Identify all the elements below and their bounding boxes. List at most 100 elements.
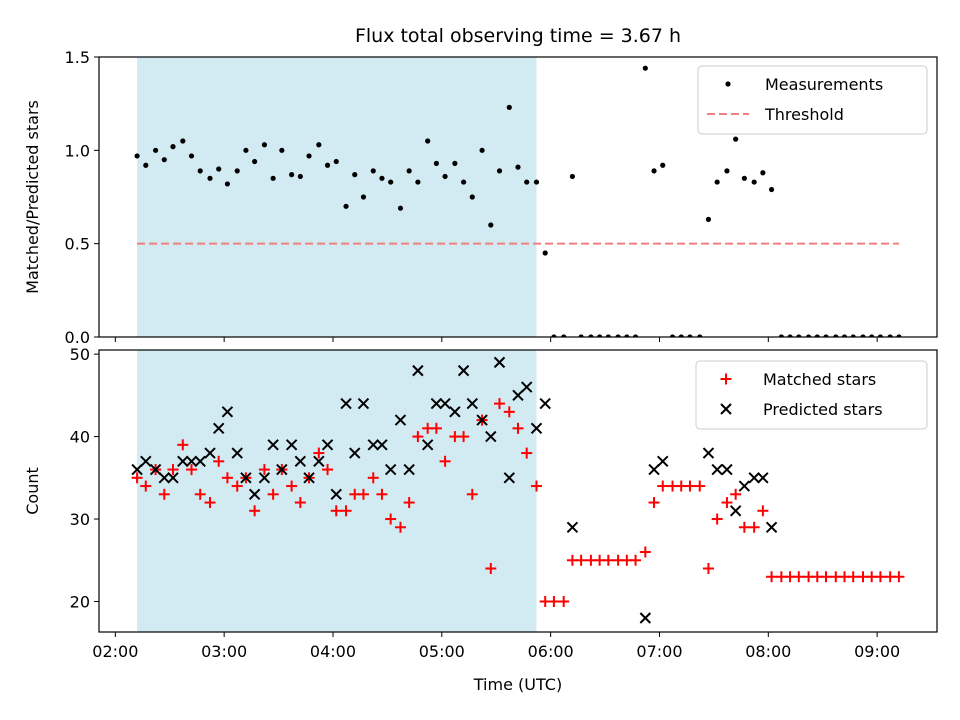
matched-stars-point bbox=[748, 521, 760, 533]
matched-stars-point bbox=[204, 497, 216, 509]
measurements-point bbox=[243, 147, 249, 153]
predicted-stars-point bbox=[313, 455, 325, 468]
predicted-stars-point bbox=[384, 463, 397, 476]
measurements-point bbox=[261, 142, 268, 148]
matched-stars-point bbox=[186, 464, 198, 476]
predicted-stars-point bbox=[221, 406, 234, 418]
matched-stars-point bbox=[177, 439, 189, 451]
matched-stars-point bbox=[702, 563, 714, 575]
measurements-point bbox=[833, 334, 839, 337]
measurements-point bbox=[642, 65, 648, 71]
predicted-stars-point bbox=[566, 521, 579, 533]
matched-stars-point bbox=[874, 571, 886, 583]
matched-stars-point bbox=[639, 546, 651, 558]
panel-1: 0.0 0.5 1.0 1.5 Matched/Predicted stars Measu… bbox=[23, 48, 938, 347]
matched-stars-point bbox=[757, 505, 769, 517]
matched-stars-point bbox=[330, 505, 342, 517]
predicted-stars-point bbox=[412, 364, 424, 377]
measurements-point bbox=[524, 179, 530, 185]
predicted-stars-point bbox=[457, 364, 470, 377]
matched-stars-point bbox=[694, 480, 706, 492]
matched-stars-point bbox=[376, 488, 388, 500]
matched-stars-point bbox=[531, 480, 543, 492]
measurements-point bbox=[561, 334, 567, 337]
predicted-stars-point bbox=[503, 472, 516, 484]
measurements-point bbox=[551, 334, 557, 337]
measurements-point bbox=[850, 334, 856, 337]
predicted-stars-point bbox=[439, 397, 451, 410]
observing-span-1 bbox=[137, 57, 537, 337]
matched-stars-point bbox=[820, 571, 832, 583]
matched-stars-point bbox=[294, 497, 306, 509]
matched-stars-point bbox=[249, 505, 261, 517]
predicted-stars-point bbox=[185, 455, 198, 468]
measurements-point bbox=[787, 334, 793, 337]
matched-stars-point bbox=[221, 472, 233, 484]
matched-stars-point bbox=[412, 431, 424, 443]
y-tick-label: 30 bbox=[70, 510, 90, 529]
measurements-point bbox=[425, 138, 431, 144]
matched-stars-point bbox=[512, 422, 524, 434]
x-tick-label: 07:00 bbox=[636, 642, 682, 661]
measurements-point bbox=[887, 334, 893, 337]
predicted-stars-point bbox=[349, 447, 361, 459]
predicted-stars-point bbox=[140, 455, 152, 468]
measurements-point bbox=[207, 175, 213, 181]
measurements-point bbox=[143, 162, 149, 168]
measurements-point bbox=[433, 160, 439, 166]
legend-label-threshold: Threshold bbox=[764, 105, 844, 124]
measurements-point bbox=[479, 147, 485, 153]
matched-stars-point bbox=[322, 464, 334, 476]
x-tick-label: 09:00 bbox=[854, 642, 900, 661]
predicted-stars-point bbox=[748, 472, 760, 484]
measurements-point bbox=[669, 334, 676, 337]
legend-swatch-predicted-stars bbox=[720, 403, 732, 415]
predicted-stars-point bbox=[303, 472, 315, 484]
measurements-point bbox=[279, 147, 285, 153]
matched-stars-point bbox=[385, 513, 397, 525]
panel-2: 20 30 40 50 02:00 03:00 04:00 05:00 06:00 07:00 08… bbox=[23, 345, 938, 661]
observing-span-2 bbox=[137, 350, 537, 632]
measurements-point bbox=[134, 153, 140, 159]
matched-stars-point bbox=[194, 488, 206, 500]
legend-label-predicted-stars: Predicted stars bbox=[763, 400, 883, 419]
matched-stars-point bbox=[466, 488, 478, 500]
matched-stars-point bbox=[738, 521, 750, 533]
x-tick-label: 05:00 bbox=[419, 642, 465, 661]
panel-2-data bbox=[131, 356, 905, 624]
measurements-point bbox=[760, 170, 766, 176]
predicted-stars-point bbox=[430, 397, 443, 410]
predicted-stars-point bbox=[240, 472, 252, 484]
measurements-point bbox=[741, 175, 747, 181]
measurements-point bbox=[379, 175, 385, 181]
measurements-point bbox=[869, 334, 875, 337]
legend-swatch-measurements bbox=[725, 81, 731, 87]
matched-stars-point bbox=[630, 554, 642, 566]
measurements-point bbox=[388, 179, 394, 185]
matched-stars-point bbox=[521, 447, 533, 459]
measurements-point bbox=[778, 334, 784, 337]
predicted-stars-point bbox=[376, 439, 388, 451]
panel-1-frame bbox=[98, 56, 938, 338]
matched-stars-point bbox=[766, 571, 778, 583]
y-axis-title-2: Count bbox=[23, 467, 42, 515]
measurements-point bbox=[270, 175, 276, 181]
panel-2-frame bbox=[98, 349, 938, 633]
predicted-stars-point bbox=[194, 455, 206, 468]
measurements-point bbox=[352, 172, 358, 178]
measurements-point bbox=[297, 173, 303, 180]
measurements-point bbox=[188, 153, 195, 159]
predicted-stars-point bbox=[357, 397, 370, 410]
measurements-point bbox=[306, 153, 312, 159]
predicted-stars-point bbox=[702, 447, 715, 459]
predicted-stars-point bbox=[131, 463, 143, 476]
y-tick-label: 0.5 bbox=[65, 235, 90, 254]
predicted-stars-point bbox=[340, 397, 352, 410]
matched-stars-point bbox=[158, 488, 170, 500]
matched-stars-point bbox=[267, 488, 279, 500]
matched-stars-point bbox=[131, 472, 143, 484]
predicted-stars-point bbox=[493, 356, 506, 369]
matched-stars-point bbox=[439, 455, 451, 467]
matched-stars-point bbox=[730, 488, 742, 500]
measurements-point bbox=[724, 168, 730, 174]
